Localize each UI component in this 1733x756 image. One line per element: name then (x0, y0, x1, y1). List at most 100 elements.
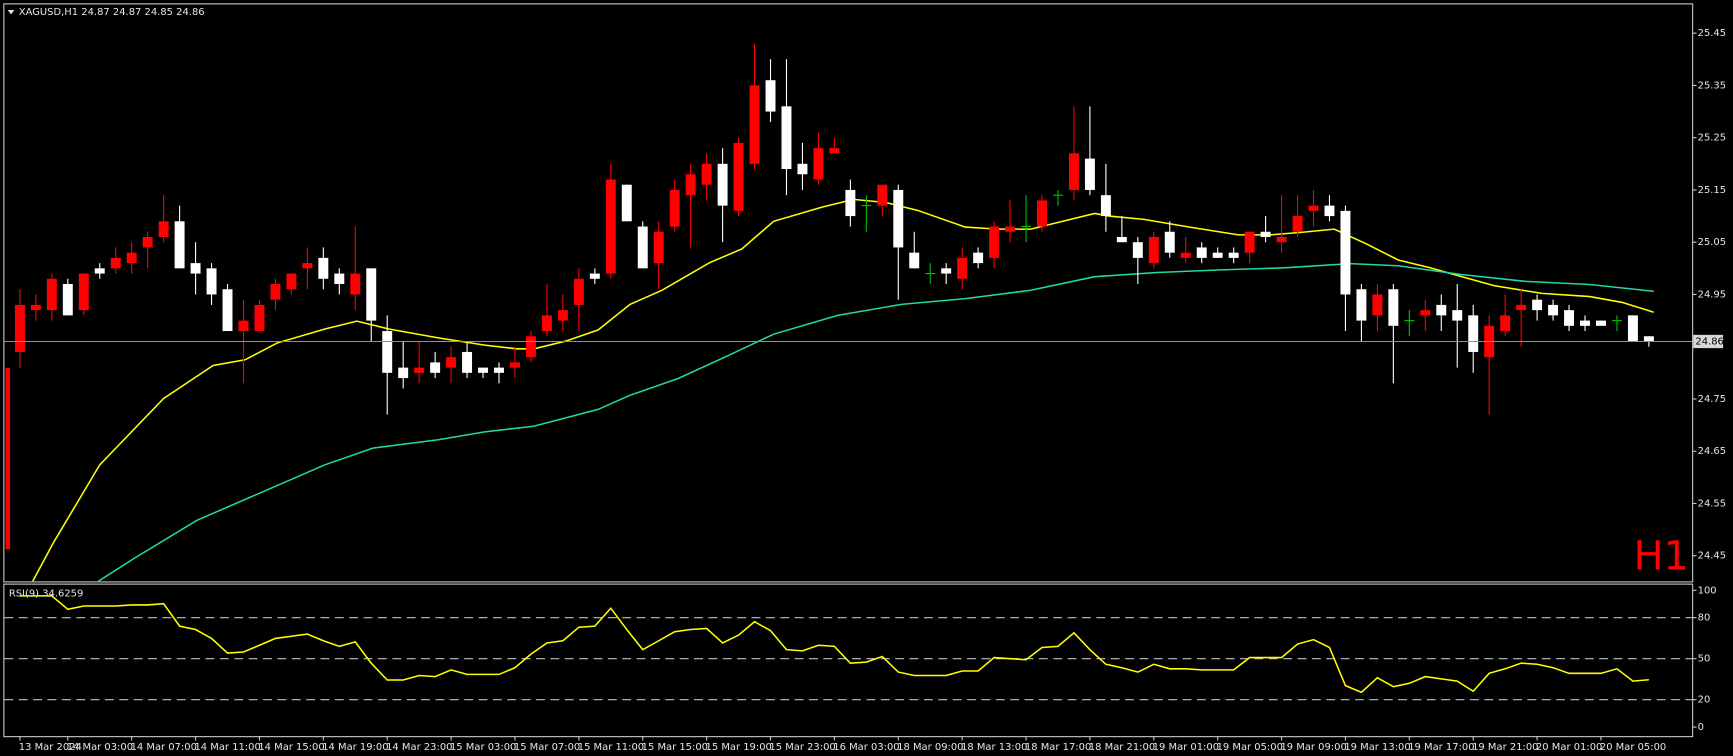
candle-body (589, 273, 600, 279)
x-tick-label: 15 Mar 23:00 (769, 742, 835, 753)
candle-body (1580, 320, 1590, 326)
x-tick-label: 15 Mar 03:00 (450, 742, 516, 753)
y-tick-label: 80 (1698, 613, 1711, 624)
x-tick-label: 19 Mar 17:00 (1408, 742, 1474, 753)
x-tick-label: 18 Mar 21:00 (1089, 742, 1155, 753)
candle-body (1228, 252, 1239, 258)
candle-body (797, 163, 808, 175)
y-tick-label: 25.05 (1698, 237, 1726, 248)
menu-arrow[interactable] (7, 9, 15, 15)
symbol: XAGUSD,H1 (19, 7, 78, 18)
candle-body (1356, 289, 1367, 321)
rsi-title: RSI(9) 34.6259 (9, 589, 83, 600)
candle-body (1148, 236, 1159, 264)
rsi-line (19, 595, 1649, 694)
y-tick-label: 25.15 (1698, 185, 1726, 196)
candle-body (1420, 310, 1431, 316)
candle-body (190, 263, 201, 274)
candle-body (1116, 236, 1127, 243)
y-tick-label: 20 (1698, 695, 1711, 706)
candle-body (398, 367, 409, 379)
y-tick-label: 100 (1698, 585, 1717, 596)
x-tick-label: 15 Mar 07:00 (514, 742, 580, 753)
x-tick-label: 14 Mar 23:00 (386, 742, 452, 753)
candle-body (1084, 158, 1095, 190)
candle-body (462, 351, 473, 373)
candle-body (1500, 315, 1511, 332)
candle-body (685, 174, 696, 196)
y-tick-label: 24.55 (1698, 498, 1726, 509)
high-value: 24.87 (113, 7, 141, 18)
candle-body (701, 163, 712, 185)
x-tick-label: 16 Mar 03:00 (833, 742, 899, 753)
x-tick-label: 14 Mar 03:00 (67, 742, 133, 753)
candle-body (1180, 252, 1191, 258)
candle-body (717, 163, 728, 206)
candle-body (1100, 195, 1111, 217)
candle-body (845, 189, 856, 217)
x-tick-label: 15 Mar 15:00 (642, 742, 708, 753)
x-tick-label: 19 Mar 09:00 (1280, 742, 1346, 753)
x-tick-label: 18 Mar 09:00 (897, 742, 963, 753)
candle-body (765, 80, 776, 112)
candle-body (1372, 294, 1383, 316)
open-value: 24.87 (81, 7, 109, 18)
candle-body (1388, 289, 1399, 326)
candle-body (653, 231, 664, 264)
x-tick-label: 18 Mar 13:00 (961, 742, 1027, 753)
current-price-box (1693, 334, 1724, 349)
y-tick-label: 50 (1698, 654, 1711, 665)
x-tick-label: 14 Mar 11:00 (194, 742, 260, 753)
rsi-frame (3, 583, 1694, 738)
candle-body (1596, 320, 1606, 326)
candle-body (957, 257, 968, 279)
y-tick-label: 24.65 (1698, 446, 1726, 457)
candle-body (1643, 336, 1654, 342)
candle-body (1532, 299, 1543, 311)
candle-body (1452, 310, 1463, 321)
candle-body (1005, 226, 1016, 232)
candle-body (494, 367, 504, 373)
candle-body (733, 142, 744, 211)
candle-body (1564, 310, 1575, 326)
candle-body (909, 252, 920, 269)
candle-body (446, 357, 457, 368)
candle-body (893, 189, 904, 248)
timeframe-label: H1 (1634, 534, 1689, 580)
candle-body (749, 85, 760, 164)
x-tick-label: 20 Mar 01:00 (1536, 742, 1602, 753)
candle-body (813, 148, 824, 180)
candle-body (78, 273, 89, 311)
candle-body (541, 315, 552, 332)
x-tick-label: 20 Mar 05:00 (1600, 742, 1666, 753)
candle-body (478, 367, 489, 373)
plot-layer: 25.45 25.35 25.25 25.15 25.05 24.95 24.75 24.65… (4, 28, 1726, 753)
candle-body (318, 257, 329, 279)
candle-body (350, 273, 361, 295)
candle-body (174, 221, 185, 269)
candle-body (525, 336, 536, 358)
y-tick-label: 25.35 (1698, 80, 1726, 91)
candle-body (302, 263, 313, 269)
candle-body (941, 268, 952, 274)
candle-body (110, 257, 121, 269)
y-tick-label: 25.45 (1698, 28, 1726, 39)
candle-body (510, 362, 520, 368)
candle-body (382, 331, 393, 373)
candle-body (1196, 247, 1207, 258)
candle-body (1260, 231, 1271, 237)
candle-body (1627, 315, 1638, 342)
chart-header: XAGUSD,H1 24.87 24.87 24.85 24.86 (19, 7, 205, 18)
candle-body (989, 226, 1000, 258)
candle-body (238, 320, 249, 332)
candle-body (1164, 231, 1175, 253)
y-tick-label: 25.25 (1698, 133, 1726, 144)
x-tick-label: 13 Mar 2024 (19, 742, 82, 753)
close-value: 24.86 (176, 7, 204, 18)
candle-body (669, 189, 680, 227)
candle-body (605, 179, 616, 274)
moving-average (31, 198, 1654, 582)
